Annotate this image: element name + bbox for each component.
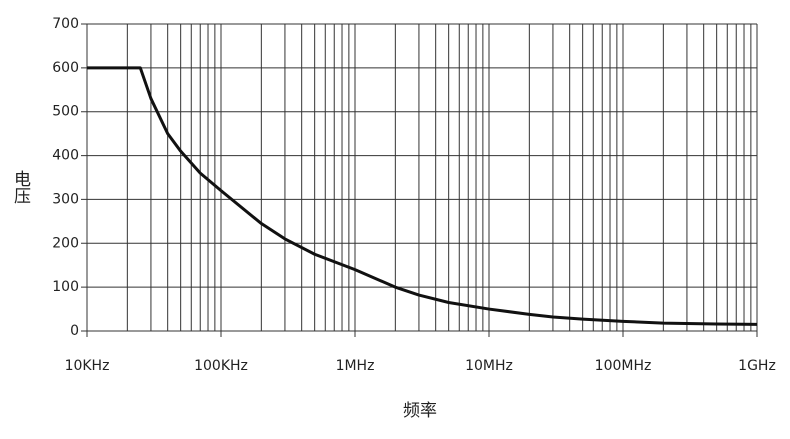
y-tick-label: 500 bbox=[52, 104, 79, 120]
x-tick-label: 10MHz bbox=[465, 358, 513, 374]
y-tick-label: 700 bbox=[52, 16, 79, 32]
y-tick-label: 300 bbox=[52, 191, 79, 207]
y-tick-label: 0 bbox=[70, 323, 79, 339]
x-tick-label: 1GHz bbox=[738, 358, 776, 374]
y-tick-label: 400 bbox=[52, 148, 79, 164]
line bbox=[87, 66, 758, 326]
y-tick-label: 100 bbox=[52, 279, 79, 295]
x-tick-label: 1MHz bbox=[336, 358, 375, 374]
x-tick-label: 100KHz bbox=[194, 358, 248, 374]
y-tick-label: 600 bbox=[52, 60, 79, 76]
x-tick-label: 10KHz bbox=[65, 358, 110, 374]
y-axis-label: 电压 bbox=[10, 170, 31, 204]
x-axis-label: 频率 bbox=[403, 401, 437, 421]
x-tick-label: 100MHz bbox=[595, 358, 652, 374]
y-tick-label: 200 bbox=[52, 235, 79, 251]
